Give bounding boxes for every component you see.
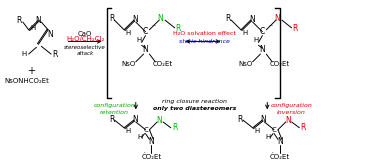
Text: R: R bbox=[109, 14, 114, 23]
Text: attack: attack bbox=[77, 51, 94, 56]
Text: +: + bbox=[26, 66, 35, 76]
Text: NsO: NsO bbox=[122, 61, 136, 67]
Text: ring closure reaction: ring closure reaction bbox=[162, 99, 227, 104]
Text: H₂O solvation effect: H₂O solvation effect bbox=[172, 31, 235, 36]
Text: R: R bbox=[172, 123, 177, 132]
Text: N: N bbox=[132, 15, 138, 24]
Text: R: R bbox=[175, 24, 180, 33]
Text: H: H bbox=[30, 25, 35, 31]
Text: H: H bbox=[266, 133, 271, 139]
Text: ĊO₂Et: ĊO₂Et bbox=[270, 153, 290, 160]
Text: N: N bbox=[260, 114, 266, 123]
Text: H: H bbox=[21, 51, 26, 57]
Text: R: R bbox=[16, 16, 22, 25]
Text: ĊO₂Et: ĊO₂Et bbox=[141, 153, 161, 160]
Text: N: N bbox=[156, 115, 162, 124]
Text: R: R bbox=[292, 24, 297, 33]
Text: C: C bbox=[143, 27, 148, 36]
Text: H: H bbox=[254, 128, 259, 134]
Text: inversion: inversion bbox=[277, 110, 306, 115]
Text: stereoselective: stereoselective bbox=[64, 45, 106, 50]
Text: N: N bbox=[143, 45, 149, 54]
Text: ⁻: ⁻ bbox=[151, 22, 155, 31]
Text: N: N bbox=[47, 30, 53, 39]
Text: N: N bbox=[149, 137, 154, 146]
Text: N: N bbox=[132, 114, 138, 123]
Text: C: C bbox=[272, 127, 276, 133]
Text: N: N bbox=[36, 16, 41, 25]
Text: C: C bbox=[143, 127, 148, 133]
Text: N: N bbox=[249, 15, 254, 24]
Text: retention: retention bbox=[100, 110, 129, 115]
Text: only two diastereomers: only two diastereomers bbox=[153, 106, 236, 111]
Text: H: H bbox=[242, 30, 248, 36]
Text: R: R bbox=[226, 14, 231, 23]
Text: ⁻: ⁻ bbox=[268, 22, 273, 31]
Text: H: H bbox=[125, 30, 131, 36]
Text: R: R bbox=[109, 114, 114, 123]
Text: configuration: configuration bbox=[271, 103, 313, 108]
Text: R: R bbox=[52, 50, 57, 59]
Text: H: H bbox=[137, 133, 142, 139]
Text: NsONHCO₂Et: NsONHCO₂Et bbox=[4, 78, 49, 84]
Text: H: H bbox=[125, 128, 131, 134]
Text: H: H bbox=[136, 38, 141, 43]
Text: CO₂Et: CO₂Et bbox=[270, 61, 290, 67]
Text: configuration: configuration bbox=[93, 103, 135, 108]
Text: N: N bbox=[260, 45, 265, 54]
Text: N: N bbox=[277, 137, 283, 146]
Text: steric hindrance: steric hindrance bbox=[178, 39, 229, 44]
Text: CaO: CaO bbox=[78, 31, 92, 37]
Text: N: N bbox=[285, 115, 291, 124]
Text: N: N bbox=[157, 14, 163, 23]
Text: R: R bbox=[301, 123, 306, 132]
Text: H: H bbox=[253, 38, 258, 43]
Text: C: C bbox=[260, 27, 265, 36]
Text: H₂O/CH₂Cl₂: H₂O/CH₂Cl₂ bbox=[66, 37, 104, 43]
Text: N: N bbox=[274, 14, 280, 23]
Text: NsO: NsO bbox=[239, 61, 253, 67]
Text: R: R bbox=[237, 114, 243, 123]
Text: CO₂Et: CO₂Et bbox=[153, 61, 173, 67]
